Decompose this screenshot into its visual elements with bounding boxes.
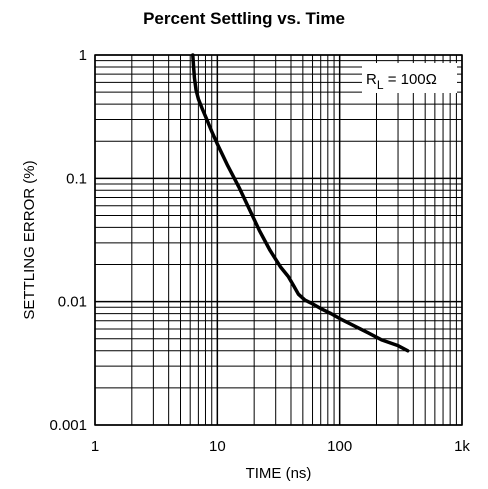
y-tick-label: 0.001 <box>49 417 87 434</box>
y-axis-title: SETTLING ERROR (%) <box>21 160 38 319</box>
y-tick-label: 1 <box>79 47 87 64</box>
x-tick-label: 1 <box>91 438 99 455</box>
y-tick-labels: 1 0.1 0.01 0.001 <box>49 47 87 434</box>
x-tick-label: 100 <box>327 438 352 455</box>
y-tick-label: 0.01 <box>58 294 87 311</box>
x-tick-label: 10 <box>209 438 226 455</box>
series-group <box>191 53 410 353</box>
chart-title: Percent Settling vs. Time <box>143 9 345 28</box>
y-tick-label: 0.1 <box>66 170 87 187</box>
grid <box>94 54 463 426</box>
plot-frame <box>94 54 463 426</box>
x-tick-labels: 1 10 100 1k <box>91 438 471 455</box>
annotation-background <box>362 63 457 93</box>
x-axis-title: TIME (ns) <box>246 465 312 482</box>
annotation-text: RL = 100Ω <box>366 71 437 92</box>
x-tick-label: 1k <box>454 438 470 455</box>
series-line <box>191 53 410 353</box>
load-annotation: RL = 100Ω <box>362 63 457 93</box>
